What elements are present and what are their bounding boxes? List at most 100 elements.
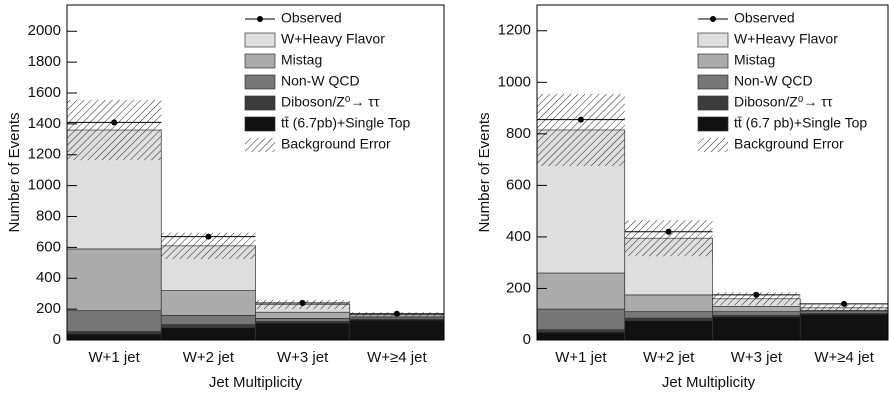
- legend-label: Mistag: [734, 52, 775, 68]
- error-band: [624, 220, 713, 257]
- bar-segment: [712, 311, 801, 316]
- legend-label: Observed: [281, 10, 342, 26]
- bar-segment: [160, 290, 256, 316]
- bar-segment: [66, 333, 162, 341]
- bar-segment: [255, 311, 351, 319]
- legend-label: W+Heavy Flavor: [734, 31, 838, 47]
- y-tick-label: 0: [523, 331, 531, 348]
- legend-swatch: [244, 95, 276, 111]
- bar-segment: [536, 329, 626, 333]
- observed-point: [111, 119, 118, 126]
- error-band: [67, 99, 162, 161]
- legend-swatch: [697, 32, 729, 48]
- legend-swatch: [257, 16, 263, 22]
- legend: Observed W+Heavy Flavor Mistag Non-W QCD Dib…: [244, 10, 411, 152]
- legend-label: Mistag: [281, 52, 322, 68]
- legend-label: tt̄ (6.7 pb)+Single Top: [734, 115, 867, 131]
- legend-label: Non-W QCD: [281, 73, 360, 89]
- legend-label: Background Error: [734, 136, 844, 152]
- y-tick-label: 600: [506, 176, 531, 193]
- x-tick-label: W+2 jet: [643, 349, 695, 366]
- x-axis-label: Jet Multiplicity: [209, 374, 303, 391]
- y-tick-label: 1000: [28, 177, 61, 194]
- x-tick-label: W+3 jet: [277, 349, 329, 366]
- legend: Observed W+Heavy Flavor Mistag Non-W QCD Dib…: [697, 10, 867, 152]
- x-tick-label: W+2 jet: [183, 349, 235, 366]
- bar-segment: [799, 313, 889, 341]
- legend-swatch: [697, 116, 729, 132]
- x-tick-label: W+1 jet: [88, 349, 140, 366]
- y-tick-label: 800: [506, 125, 531, 142]
- bar-segment: [255, 322, 351, 341]
- y-axis-label: Number of Events: [6, 112, 23, 232]
- observed-point: [299, 299, 306, 306]
- legend-label: Diboson/Z⁰→ ττ: [281, 94, 380, 110]
- y-tick-label: 0: [53, 331, 61, 348]
- y-tick-label: 800: [36, 207, 61, 224]
- y-tick-label: 1200: [28, 146, 61, 163]
- legend-swatch: [698, 138, 728, 152]
- bar-segment: [624, 320, 713, 341]
- legend-label: Observed: [734, 10, 795, 26]
- legend-label: Non-W QCD: [734, 73, 813, 89]
- y-tick-label: 1800: [28, 53, 61, 70]
- y-axis-label: Number of Events: [476, 112, 493, 232]
- x-axis-label: Jet Multiplicity: [662, 374, 756, 391]
- bar-segment: [536, 272, 626, 310]
- bar-segment: [66, 310, 162, 332]
- observed-point: [205, 233, 212, 240]
- legend-swatch: [697, 95, 729, 111]
- legend-label: Background Error: [281, 136, 391, 152]
- legend-swatch: [244, 74, 276, 90]
- bar-segment: [536, 308, 626, 331]
- legend-label: W+Heavy Flavor: [281, 31, 385, 47]
- bar-segment: [624, 317, 713, 322]
- y-tick-label: 1400: [28, 115, 61, 132]
- x-tick-label: W+3 jet: [731, 349, 783, 366]
- legend-swatch: [697, 74, 729, 90]
- observed-point: [665, 228, 672, 235]
- x-tick-label: W+≥4 jet: [367, 349, 427, 366]
- panel: [66, 99, 445, 341]
- legend-label: tt̄ (6.7pb)+Single Top: [281, 115, 411, 131]
- y-tick-label: 600: [36, 238, 61, 255]
- bar-segment: [66, 248, 162, 312]
- error-band: [800, 304, 888, 311]
- observed-point: [753, 291, 760, 298]
- observed-point: [577, 116, 584, 123]
- x-tick-label: W+≥4 jet: [814, 349, 874, 366]
- y-tick-label: 1200: [498, 22, 531, 39]
- panel: [536, 93, 889, 341]
- bar-segment: [624, 311, 713, 319]
- y-tick-label: 400: [36, 269, 61, 286]
- error-band: [712, 292, 801, 306]
- x-tick-label: W+1 jet: [555, 349, 607, 366]
- observed-point: [841, 300, 848, 307]
- bar-segment: [712, 316, 801, 341]
- y-tick-label: 1600: [28, 84, 61, 101]
- y-tick-label: 200: [506, 279, 531, 296]
- plot-frame: [536, 4, 889, 341]
- legend-swatch: [244, 32, 276, 48]
- legend-label: Diboson/Z⁰→ ττ: [734, 94, 833, 110]
- legend-swatch: [710, 16, 716, 22]
- bar-segment: [255, 318, 351, 322]
- bar-segment: [624, 294, 713, 313]
- legend-swatch: [244, 116, 276, 132]
- y-tick-label: 400: [506, 228, 531, 245]
- legend-swatch: [697, 53, 729, 69]
- plot-frame: [66, 4, 445, 341]
- bar-segment: [712, 306, 801, 313]
- observed-point: [393, 310, 400, 317]
- y-tick-label: 1000: [498, 73, 531, 90]
- y-tick-label: 200: [36, 300, 61, 317]
- bar-segment: [160, 314, 256, 325]
- bar-segment: [160, 327, 256, 341]
- legend-swatch: [245, 138, 275, 152]
- bar-segment: [160, 324, 256, 328]
- bar-segment: [349, 319, 445, 341]
- error-band: [537, 93, 625, 167]
- legend-swatch: [244, 53, 276, 69]
- bar-segment: [536, 331, 626, 341]
